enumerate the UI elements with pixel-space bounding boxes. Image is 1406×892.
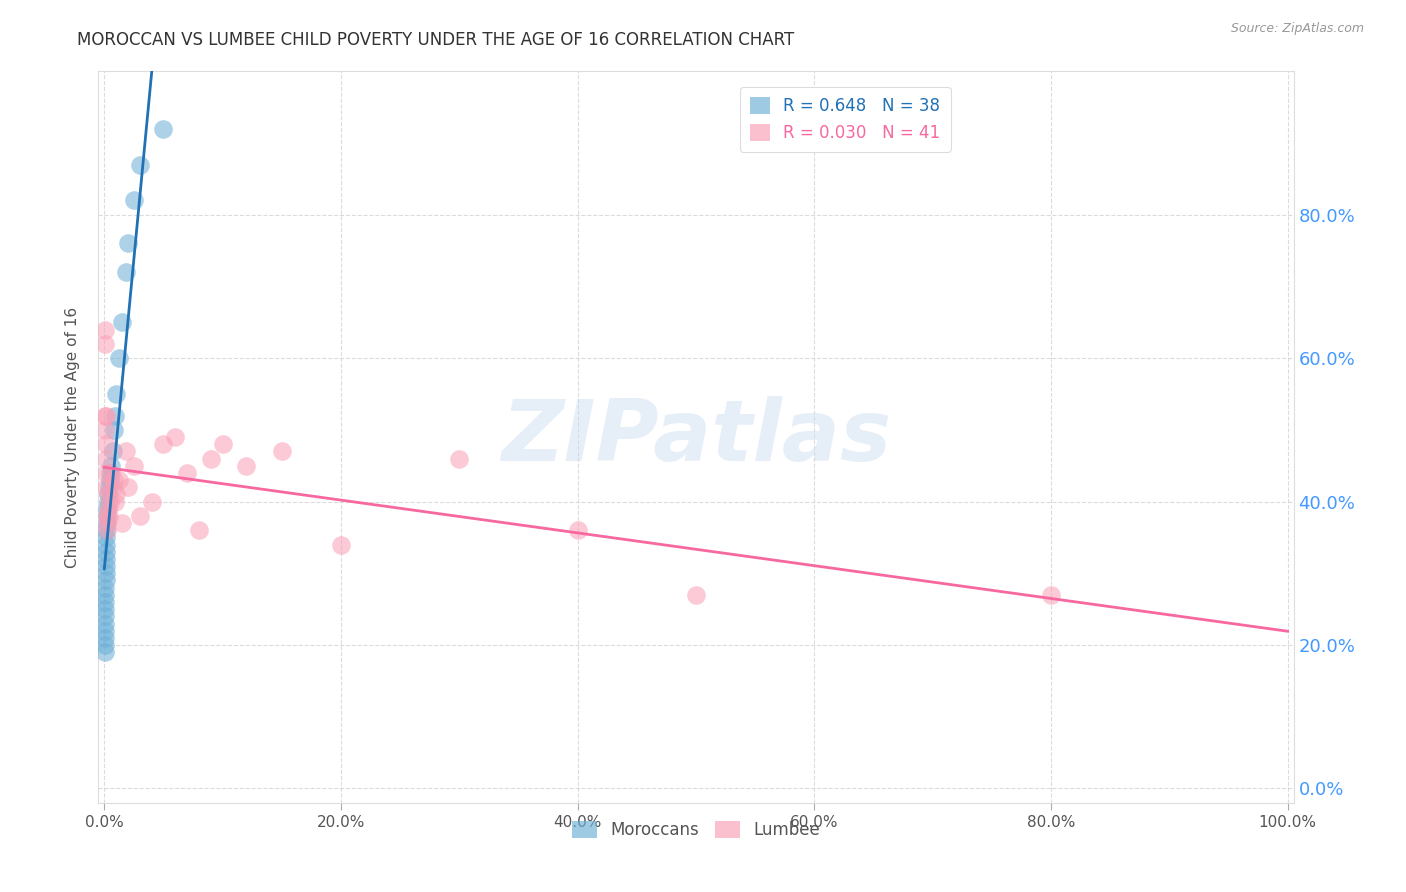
Point	[94, 624, 117, 638]
Point	[97, 501, 120, 516]
Point	[94, 451, 117, 466]
Point	[101, 480, 124, 494]
Text: ZIPatlas: ZIPatlas	[501, 395, 891, 479]
Point	[200, 451, 222, 466]
Point	[152, 121, 174, 136]
Point	[94, 581, 117, 595]
Point	[94, 322, 117, 336]
Point	[96, 524, 118, 538]
Legend: Moroccans, Lumbee: Moroccans, Lumbee	[565, 814, 827, 846]
Text: MOROCCAN VS LUMBEE CHILD POVERTY UNDER THE AGE OF 16 CORRELATION CHART: MOROCCAN VS LUMBEE CHILD POVERTY UNDER T…	[77, 31, 794, 49]
Point	[107, 473, 129, 487]
Point	[176, 466, 198, 480]
Point	[94, 631, 117, 645]
Point	[94, 609, 117, 624]
Point	[93, 638, 115, 652]
Point	[96, 480, 118, 494]
Point	[117, 236, 139, 251]
Point	[685, 588, 707, 602]
Point	[94, 616, 117, 631]
Point	[94, 538, 117, 552]
Y-axis label: Child Poverty Under the Age of 16: Child Poverty Under the Age of 16	[65, 307, 80, 567]
Point	[567, 524, 589, 538]
Point	[270, 444, 292, 458]
Point	[105, 487, 128, 501]
Text: Source: ZipAtlas.com: Source: ZipAtlas.com	[1230, 22, 1364, 36]
Point	[94, 566, 117, 581]
Point	[94, 552, 117, 566]
Point	[96, 508, 118, 523]
Point	[111, 315, 134, 329]
Point	[111, 516, 134, 530]
Point	[104, 494, 127, 508]
Point	[235, 458, 257, 473]
Point	[188, 524, 211, 538]
Point	[96, 501, 118, 516]
Point	[117, 480, 139, 494]
Point	[103, 473, 125, 487]
Point	[98, 494, 121, 508]
Point	[114, 444, 136, 458]
Point	[104, 409, 127, 423]
Point	[449, 451, 471, 466]
Point	[100, 466, 122, 480]
Point	[98, 473, 121, 487]
Point	[98, 466, 121, 480]
Point	[141, 494, 163, 508]
Point	[94, 595, 117, 609]
Point	[94, 423, 117, 437]
Point	[94, 588, 117, 602]
Point	[152, 437, 174, 451]
Point	[96, 531, 118, 545]
Point	[97, 487, 120, 501]
Point	[93, 336, 115, 351]
Point	[211, 437, 233, 451]
Point	[122, 458, 145, 473]
Point	[93, 645, 115, 659]
Point	[97, 494, 120, 508]
Point	[94, 466, 117, 480]
Point	[94, 545, 117, 559]
Point	[114, 265, 136, 279]
Point	[105, 387, 128, 401]
Point	[98, 480, 121, 494]
Point	[101, 444, 124, 458]
Point	[128, 158, 150, 172]
Point	[165, 430, 187, 444]
Point	[1039, 588, 1062, 602]
Point	[96, 524, 118, 538]
Point	[330, 538, 353, 552]
Point	[97, 487, 120, 501]
Point	[103, 423, 125, 437]
Point	[94, 574, 117, 588]
Point	[96, 516, 118, 530]
Point	[96, 516, 118, 530]
Point	[107, 351, 129, 366]
Point	[94, 409, 117, 423]
Point	[94, 559, 117, 574]
Point	[94, 437, 117, 451]
Point	[122, 194, 145, 208]
Point	[96, 409, 118, 423]
Point	[96, 508, 118, 523]
Point	[98, 508, 121, 523]
Point	[94, 602, 117, 616]
Point	[100, 458, 122, 473]
Point	[128, 508, 150, 523]
